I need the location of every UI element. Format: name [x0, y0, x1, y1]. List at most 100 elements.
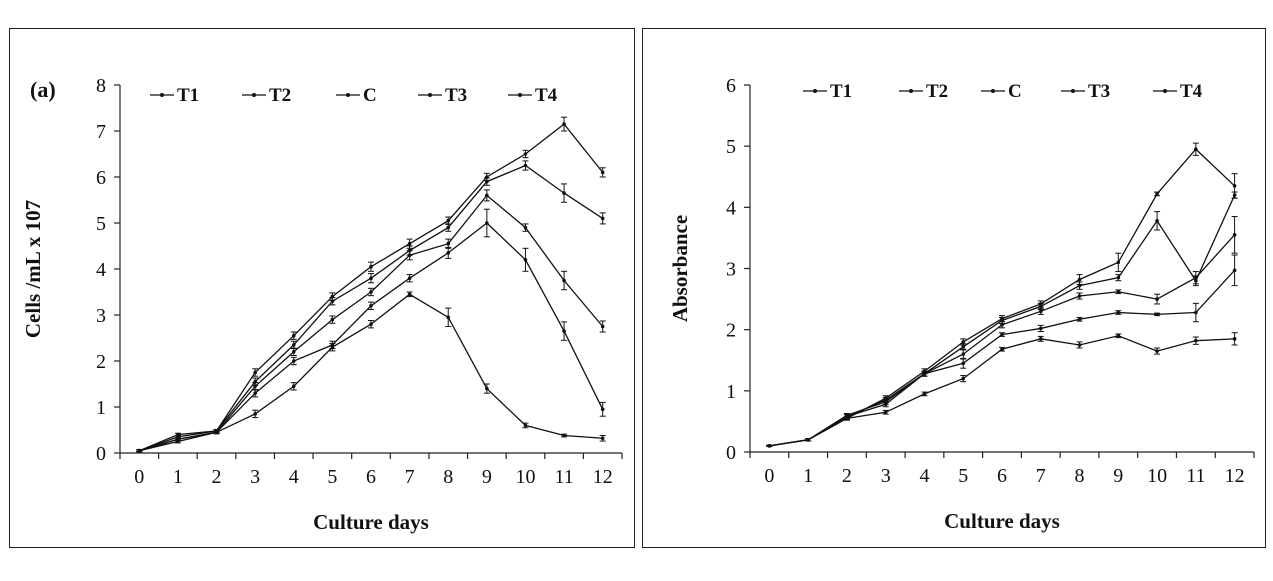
data-point-c	[407, 253, 412, 257]
x-tick-label: 2	[212, 466, 222, 488]
data-point-c	[1038, 309, 1043, 314]
series-line-t4	[139, 293, 603, 452]
data-point-t2	[446, 225, 451, 230]
data-point-t4	[600, 436, 605, 441]
data-point-t2	[1116, 275, 1121, 280]
legend-label-t1: T1	[830, 81, 852, 102]
data-point-t3	[523, 258, 528, 262]
data-point-t4	[176, 437, 180, 442]
data-point-t4	[1000, 347, 1004, 352]
data-point-t4	[922, 392, 927, 396]
data-point-t4	[1038, 337, 1043, 341]
data-point-t1	[407, 241, 412, 246]
data-point-t3	[291, 359, 296, 363]
data-point-t2	[485, 179, 489, 184]
data-point-t3	[485, 221, 489, 225]
data-point-c	[600, 324, 605, 329]
x-tick-label: 0	[134, 466, 144, 488]
series-line-t1	[139, 123, 604, 452]
y-tick-label: 3	[726, 259, 736, 281]
data-point-c	[961, 352, 966, 356]
data-point-c	[446, 241, 451, 246]
x-tick-label: 10	[1147, 465, 1167, 487]
data-point-c	[1077, 294, 1082, 298]
legend-marker-t3	[428, 93, 432, 97]
x-tick-label: 5	[327, 466, 337, 488]
data-point-c	[1232, 233, 1237, 237]
chart-panel-a: 0 1 2 3 4 5 6 7 8 0 1 2 3 4 5 6 7 8 9 10 11 12 Culture days Cel…	[9, 28, 635, 548]
x-tick-label: 8	[443, 466, 453, 488]
data-point-t4	[330, 345, 335, 350]
data-point-t4	[485, 386, 489, 391]
y-tick-label: 8	[96, 75, 106, 97]
series-line-t4	[769, 335, 1235, 447]
data-point-t3	[446, 251, 451, 255]
y-tick-label: 5	[96, 213, 106, 235]
data-point-c	[1116, 289, 1121, 294]
data-point-c	[562, 278, 566, 283]
data-point-t3	[600, 407, 605, 412]
data-point-c	[253, 384, 257, 389]
series-line-c	[769, 234, 1236, 447]
x-tick-label: 3	[881, 465, 891, 487]
x-axis-title: Culture days	[944, 509, 1060, 533]
data-point-t3	[253, 391, 257, 396]
data-point-t4	[137, 448, 142, 453]
data-point-c	[330, 317, 335, 322]
x-tick-label: 7	[1036, 465, 1046, 487]
data-point-t3	[1077, 317, 1082, 322]
data-point-t2	[600, 216, 605, 221]
data-point-t1	[1077, 277, 1082, 282]
data-point-t4	[1194, 338, 1198, 343]
x-tick-label: 11	[554, 466, 573, 488]
data-point-t1	[446, 218, 451, 223]
x-tick-label: 0	[764, 465, 774, 487]
data-point-c	[1194, 275, 1198, 280]
data-point-t4	[214, 430, 219, 435]
data-point-c	[485, 193, 489, 198]
y-tick-label: 4	[726, 197, 736, 219]
data-point-t1	[369, 264, 373, 269]
data-point-t2	[369, 276, 373, 280]
data-point-t1	[291, 333, 296, 338]
y-tick-label: 6	[96, 167, 106, 189]
data-point-t4	[767, 444, 772, 448]
y-tick-label: 2	[726, 320, 736, 342]
data-point-t4	[369, 322, 373, 327]
data-point-t2	[1038, 304, 1043, 309]
data-point-t4	[562, 433, 566, 438]
y-tick-label: 2	[96, 351, 106, 373]
x-axis-title: Culture days	[313, 510, 429, 534]
data-point-t2	[291, 343, 296, 347]
data-point-t2	[523, 163, 528, 168]
x-tick-label: 9	[1113, 465, 1123, 487]
legend-marker-t3	[1071, 89, 1075, 93]
legend-label-t4: T4	[1180, 81, 1203, 102]
x-tick-label: 6	[997, 465, 1007, 487]
series-line-t1	[769, 148, 1236, 447]
legend-label-t3: T3	[1088, 81, 1110, 102]
data-point-t1	[961, 340, 966, 344]
y-tick-label: 7	[96, 121, 106, 143]
chart-panel-b: 0 1 2 3 4 5 6 0 1 2 3 4 5 6 7 8 9 10 11 12 Culture days Absor…	[642, 28, 1266, 548]
data-point-t3	[922, 371, 927, 376]
y-tick-label: 6	[726, 75, 736, 97]
x-tick-label: 6	[366, 466, 376, 488]
data-point-t3	[1000, 332, 1004, 337]
y-tick-label: 1	[96, 397, 106, 419]
x-tick-label: 12	[1225, 465, 1245, 487]
data-point-t1	[253, 370, 257, 375]
data-point-t2	[562, 191, 566, 195]
data-point-c	[1000, 322, 1004, 327]
y-axis-title: Absorbance	[668, 215, 692, 322]
data-point-c	[369, 290, 373, 294]
data-point-t4	[446, 315, 451, 320]
x-tick-label: 10	[515, 466, 535, 488]
legend-label-c: C	[1008, 81, 1022, 102]
y-tick-label: 1	[726, 381, 736, 403]
x-tick-label: 8	[1075, 465, 1085, 487]
data-point-t3	[1155, 312, 1159, 317]
data-point-t4	[291, 384, 296, 389]
x-tick-label: 5	[958, 465, 968, 487]
